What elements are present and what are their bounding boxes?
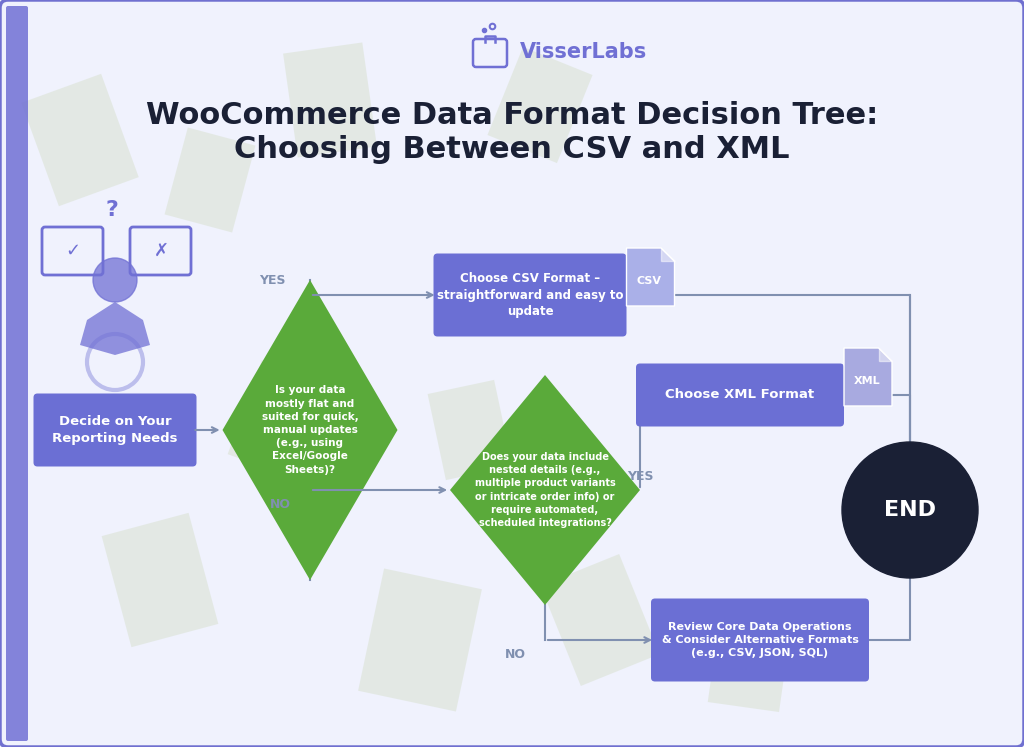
Polygon shape bbox=[450, 375, 640, 605]
Text: Is your data
mostly flat and
suited for quick,
manual updates
(e.g., using
Excel: Is your data mostly flat and suited for … bbox=[261, 385, 358, 474]
FancyBboxPatch shape bbox=[636, 364, 844, 427]
Text: Choose CSV Format –
straightforward and easy to
update: Choose CSV Format – straightforward and … bbox=[437, 271, 624, 318]
Polygon shape bbox=[879, 348, 892, 362]
FancyBboxPatch shape bbox=[6, 6, 28, 741]
Polygon shape bbox=[222, 280, 397, 580]
Text: END: END bbox=[884, 500, 936, 520]
Text: YES: YES bbox=[259, 274, 286, 288]
Polygon shape bbox=[662, 248, 675, 261]
Text: NO: NO bbox=[505, 648, 525, 660]
Text: VisserLabs: VisserLabs bbox=[520, 42, 647, 62]
Polygon shape bbox=[708, 608, 793, 712]
Polygon shape bbox=[22, 74, 138, 206]
Polygon shape bbox=[165, 128, 255, 232]
FancyBboxPatch shape bbox=[433, 253, 627, 336]
Text: ✗: ✗ bbox=[154, 242, 169, 260]
Circle shape bbox=[842, 442, 978, 578]
Polygon shape bbox=[227, 360, 333, 480]
Polygon shape bbox=[541, 554, 659, 686]
Text: Choosing Between CSV and XML: Choosing Between CSV and XML bbox=[234, 135, 790, 164]
Polygon shape bbox=[101, 512, 218, 647]
Text: ?: ? bbox=[105, 200, 119, 220]
Polygon shape bbox=[487, 47, 593, 163]
Text: NO: NO bbox=[269, 498, 291, 510]
Circle shape bbox=[93, 258, 137, 302]
Polygon shape bbox=[428, 380, 512, 480]
Polygon shape bbox=[80, 302, 150, 355]
FancyBboxPatch shape bbox=[651, 598, 869, 681]
Text: Decide on Your
Reporting Needs: Decide on Your Reporting Needs bbox=[52, 415, 178, 445]
FancyBboxPatch shape bbox=[34, 394, 197, 466]
Text: Does your data include
nested details (e.g.,
multiple product variants
or intric: Does your data include nested details (e… bbox=[475, 452, 615, 528]
Text: YES: YES bbox=[627, 470, 653, 483]
Text: WooCommerce Data Format Decision Tree:: WooCommerce Data Format Decision Tree: bbox=[145, 101, 879, 129]
Text: ✓: ✓ bbox=[66, 242, 81, 260]
Text: Choose XML Format: Choose XML Format bbox=[666, 388, 814, 401]
Text: Review Core Data Operations
& Consider Alternative Formats
(e.g., CSV, JSON, SQL: Review Core Data Operations & Consider A… bbox=[662, 622, 858, 658]
Polygon shape bbox=[358, 568, 482, 712]
Polygon shape bbox=[283, 43, 377, 158]
Polygon shape bbox=[844, 348, 892, 406]
Text: CSV: CSV bbox=[637, 276, 662, 286]
Text: XML: XML bbox=[853, 376, 880, 386]
Polygon shape bbox=[627, 248, 675, 306]
